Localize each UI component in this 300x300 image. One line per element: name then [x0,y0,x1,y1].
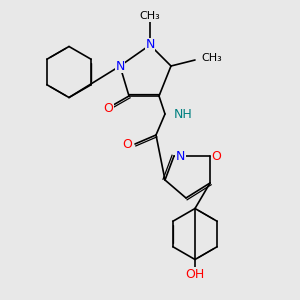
Text: N: N [145,38,155,52]
Text: O: O [103,101,113,115]
Text: CH₃: CH₃ [201,53,222,64]
Text: N: N [176,149,185,163]
Text: OH: OH [185,268,205,281]
Text: NH: NH [174,107,193,121]
Text: N: N [115,59,125,73]
Text: CH₃: CH₃ [140,11,160,22]
Text: O: O [212,149,221,163]
Text: O: O [122,137,132,151]
